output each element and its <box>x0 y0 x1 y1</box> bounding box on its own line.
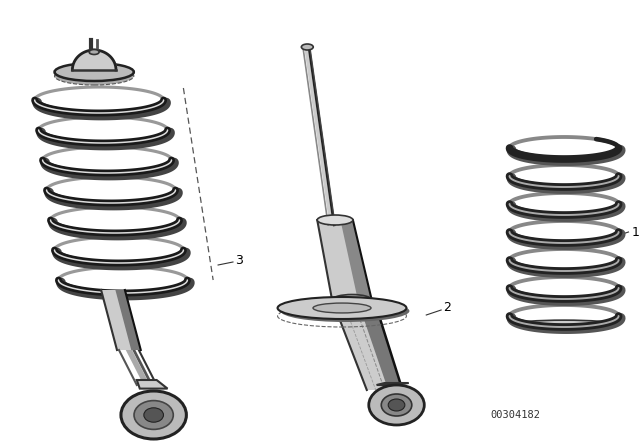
Text: 00304182: 00304182 <box>491 410 541 420</box>
Ellipse shape <box>515 320 613 328</box>
Ellipse shape <box>144 408 163 422</box>
Ellipse shape <box>54 63 134 81</box>
Ellipse shape <box>134 401 173 429</box>
Ellipse shape <box>381 394 412 416</box>
Ellipse shape <box>278 297 406 319</box>
Ellipse shape <box>388 399 405 411</box>
Polygon shape <box>340 220 372 300</box>
Polygon shape <box>137 380 168 388</box>
Ellipse shape <box>54 67 134 85</box>
Polygon shape <box>317 220 372 300</box>
Text: 1: 1 <box>632 225 639 238</box>
Ellipse shape <box>121 391 186 439</box>
Polygon shape <box>359 305 403 390</box>
Ellipse shape <box>301 44 313 50</box>
Text: 2: 2 <box>443 301 451 314</box>
Text: 3: 3 <box>235 254 243 267</box>
Ellipse shape <box>369 385 424 425</box>
Ellipse shape <box>313 303 371 313</box>
Ellipse shape <box>280 300 410 322</box>
Polygon shape <box>115 290 141 350</box>
Polygon shape <box>334 305 403 390</box>
Ellipse shape <box>317 215 353 225</box>
Ellipse shape <box>332 294 372 306</box>
Polygon shape <box>377 383 408 385</box>
Polygon shape <box>101 290 141 350</box>
Ellipse shape <box>89 49 99 55</box>
